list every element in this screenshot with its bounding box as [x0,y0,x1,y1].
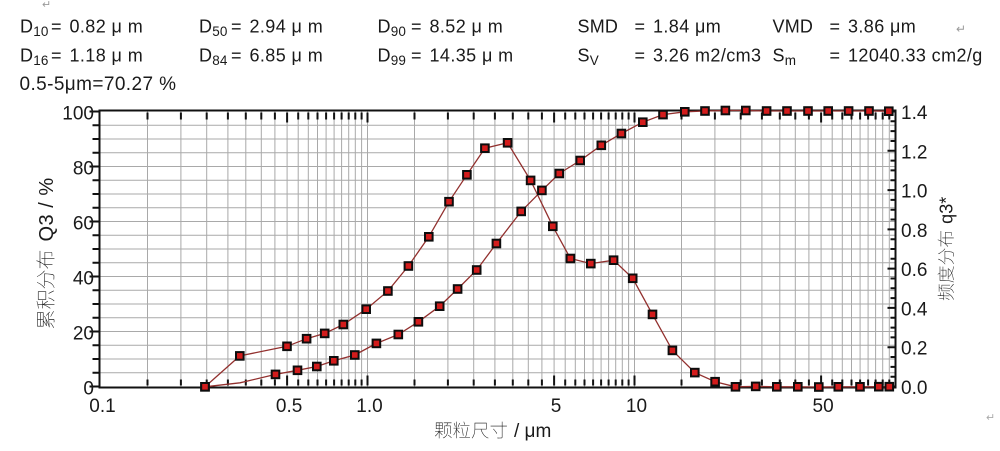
svg-text:=: = [411,46,422,66]
svg-text:=: = [635,46,646,66]
svg-text:3.26 m2/cm3: 3.26 m2/cm3 [653,46,761,66]
svg-text:0.8: 0.8 [901,221,927,242]
svg-text:=: = [51,46,62,66]
svg-text:=: = [231,17,242,37]
svg-text:q3*: q3* [937,197,957,224]
svg-text:80: 80 [73,159,94,180]
svg-text:D99: D99 [378,46,407,69]
svg-text:0.1: 0.1 [89,396,115,417]
svg-text:VMD: VMD [773,17,814,37]
svg-text:0: 0 [83,379,94,400]
svg-text:12040.33 cm2/g: 12040.33 cm2/g [848,46,983,66]
svg-text:=: = [635,17,646,37]
svg-text:Q3 / %: Q3 / % [36,177,58,241]
svg-text:20: 20 [73,324,94,345]
svg-text:10: 10 [626,396,647,417]
svg-text:1.84 μm: 1.84 μm [653,17,721,37]
svg-text:14.35 μ m: 14.35 μ m [430,46,514,66]
svg-text:=: = [51,17,62,37]
svg-text:8.52 μ m: 8.52 μ m [430,17,504,37]
svg-text:↵: ↵ [956,22,966,36]
svg-text:=: = [411,17,422,37]
svg-text:60: 60 [73,214,94,235]
svg-text:50: 50 [813,396,834,417]
svg-text:3.86 μm: 3.86 μm [848,17,916,37]
svg-text:↵: ↵ [42,0,51,11]
svg-text:0.4: 0.4 [901,299,928,320]
svg-text:2.94 μ m: 2.94 μ m [250,17,324,37]
svg-text:1.0: 1.0 [901,182,927,203]
svg-text:100: 100 [62,104,94,125]
svg-text:1.0: 1.0 [356,396,382,417]
svg-text:40: 40 [73,269,94,290]
svg-text:6.85 μ m: 6.85 μ m [250,46,324,66]
svg-text:5: 5 [551,396,562,417]
svg-text:SMD: SMD [578,17,619,37]
svg-text:↵: ↵ [986,412,995,424]
svg-text:0.6: 0.6 [901,260,927,281]
svg-text:1.18 μ m: 1.18 μ m [70,46,144,66]
svg-text:1.4: 1.4 [901,103,928,124]
svg-text:0.82 μ m: 0.82 μ m [70,17,144,37]
svg-text:0.5: 0.5 [276,396,302,417]
svg-text:0.2: 0.2 [901,339,927,360]
svg-text:1.2: 1.2 [901,142,927,163]
svg-text:0.0: 0.0 [901,378,927,399]
svg-text:0.5-5μm=70.27 %: 0.5-5μm=70.27 % [20,74,177,95]
svg-text:=: = [830,17,841,37]
svg-text:/ μm: / μm [514,421,551,442]
svg-text:=: = [830,46,841,66]
svg-text:=: = [231,46,242,66]
